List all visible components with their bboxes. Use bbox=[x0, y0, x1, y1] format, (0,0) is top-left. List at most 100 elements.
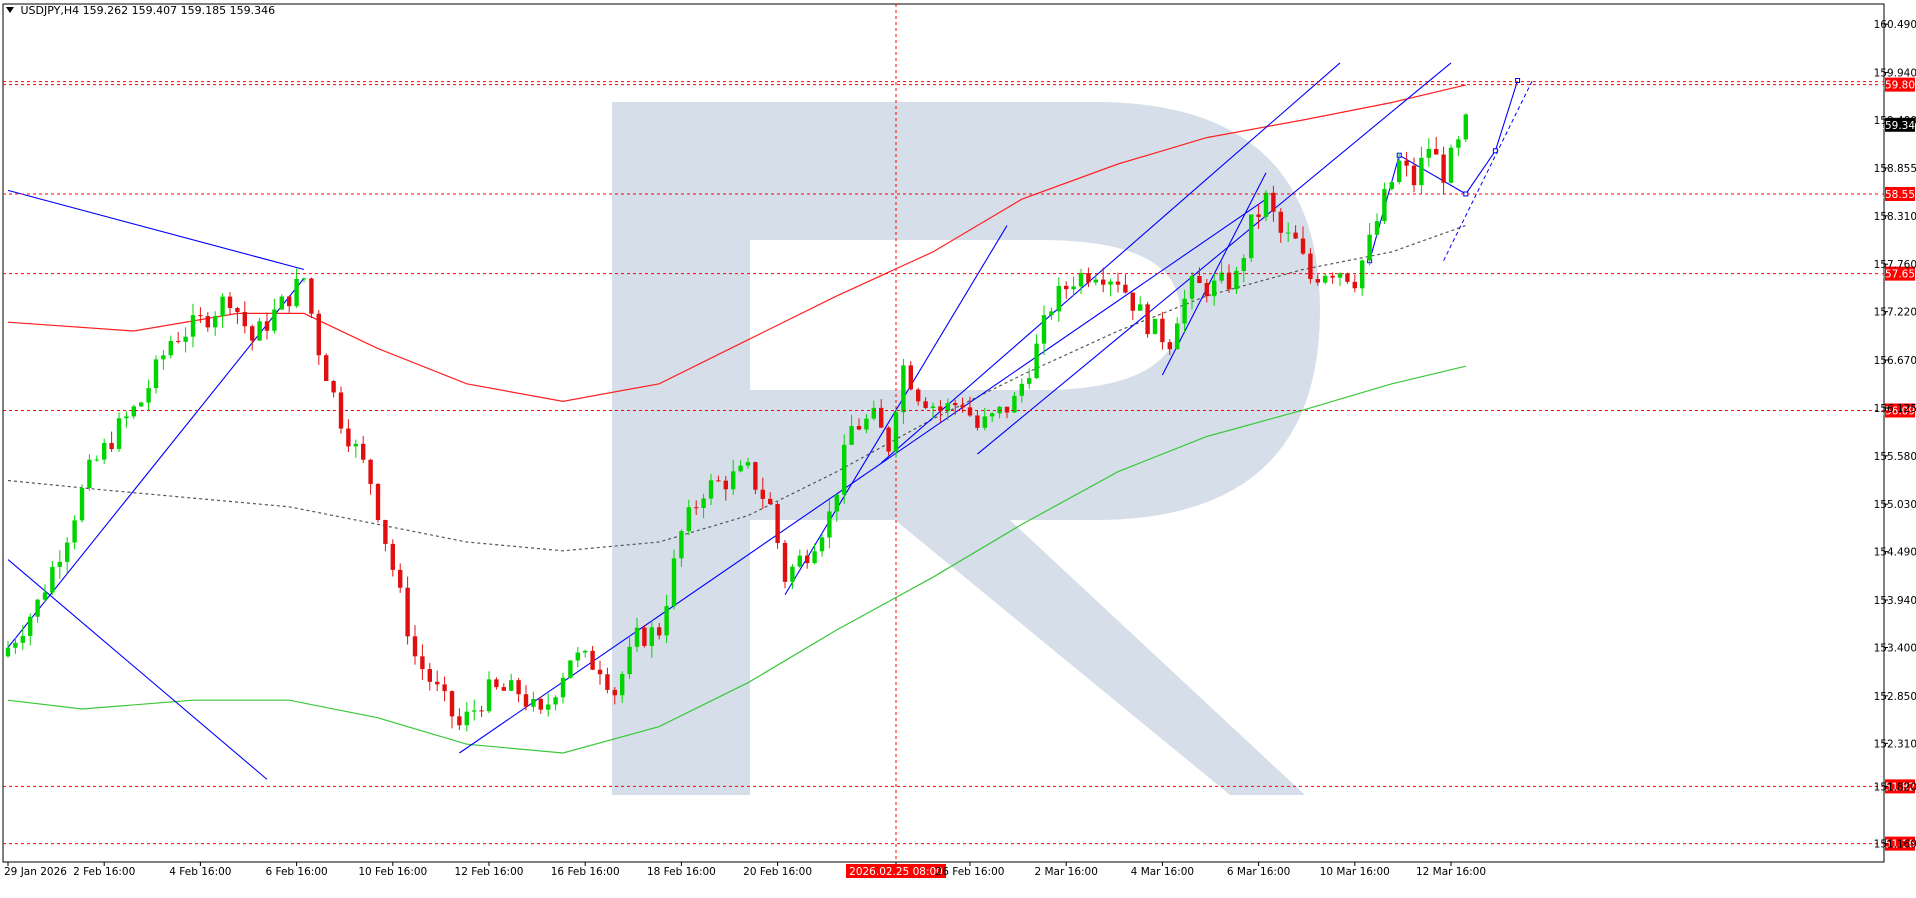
candle-body bbox=[161, 355, 166, 360]
candle-body bbox=[131, 406, 136, 417]
candle-body bbox=[701, 498, 706, 508]
candle-body bbox=[390, 543, 395, 570]
candle-body bbox=[901, 365, 906, 413]
trendline-0[interactable] bbox=[7, 189, 305, 271]
trendline-2[interactable] bbox=[7, 277, 305, 648]
candle-body bbox=[1189, 276, 1195, 299]
candle-body bbox=[1071, 286, 1076, 290]
x-tick-label: 2 Mar 16:00 bbox=[1034, 866, 1097, 878]
trendline-5[interactable] bbox=[880, 62, 1341, 464]
price-levels[interactable]: 159.803 158.559 157.653 156.096 151.820 151.1… bbox=[3, 77, 1916, 851]
candle-body bbox=[479, 710, 484, 712]
candle-body bbox=[523, 694, 529, 707]
candle-body bbox=[760, 489, 765, 499]
candle-body bbox=[797, 555, 802, 567]
ohlc-readout: 159.262 159.407 159.185 159.346 bbox=[82, 4, 276, 17]
candle-body bbox=[346, 428, 351, 447]
candle-body bbox=[827, 511, 832, 538]
candle-body bbox=[960, 405, 965, 408]
current-price-bg bbox=[1885, 117, 1915, 132]
watermark-logo-icon bbox=[612, 102, 1320, 795]
candle-body bbox=[279, 296, 284, 310]
candle-body bbox=[1175, 323, 1180, 350]
candle-body bbox=[768, 498, 773, 505]
candle-body bbox=[146, 388, 151, 403]
candle-body bbox=[509, 680, 514, 691]
candle-body bbox=[116, 418, 122, 450]
candle-body bbox=[694, 507, 699, 509]
candle-body bbox=[967, 407, 973, 416]
candle-body bbox=[953, 402, 958, 406]
candle-body bbox=[1360, 260, 1365, 289]
candle-body bbox=[198, 315, 203, 317]
y-tick-label: 156.670 bbox=[1874, 355, 1916, 367]
candle-body bbox=[1278, 211, 1283, 233]
candle-body bbox=[612, 689, 617, 696]
candle-body bbox=[1404, 160, 1409, 166]
candle-body bbox=[20, 635, 25, 643]
candle-body bbox=[1101, 279, 1106, 285]
level-label-bg-2 bbox=[1885, 266, 1915, 281]
candle-body bbox=[1219, 272, 1224, 281]
candle-body bbox=[1226, 272, 1232, 290]
candle-body bbox=[65, 542, 70, 562]
candle-body bbox=[708, 480, 714, 499]
candle-body bbox=[28, 616, 33, 636]
candle-body bbox=[908, 365, 913, 390]
candle-body bbox=[301, 278, 307, 280]
candle-body bbox=[916, 389, 921, 402]
candle-body bbox=[176, 341, 181, 343]
candle-body bbox=[1456, 139, 1461, 148]
candle-body bbox=[242, 311, 247, 327]
candle-body bbox=[879, 407, 884, 428]
candle-body bbox=[87, 459, 92, 488]
candle-body bbox=[412, 636, 418, 657]
candle-body bbox=[501, 687, 506, 691]
candle-body bbox=[383, 520, 388, 544]
candle-body bbox=[213, 316, 218, 328]
candle-body bbox=[834, 494, 839, 512]
candle-body bbox=[494, 679, 499, 688]
candle-body bbox=[420, 656, 425, 670]
candle-body bbox=[205, 316, 210, 328]
trendline-1[interactable] bbox=[7, 559, 268, 780]
candle-body bbox=[1374, 221, 1380, 235]
candle-body bbox=[553, 697, 558, 705]
candle-body bbox=[753, 462, 758, 490]
ma-line-2 bbox=[7, 224, 1467, 552]
candle-body bbox=[775, 504, 780, 543]
candle-body bbox=[1108, 281, 1113, 285]
candle-body bbox=[597, 669, 603, 675]
forecast-channel[interactable] bbox=[1443, 80, 1533, 261]
candle-body bbox=[716, 480, 721, 482]
y-tick-label: 155.030 bbox=[1874, 499, 1916, 511]
y-tick-label: 156.125 bbox=[1874, 403, 1916, 415]
candle-body bbox=[620, 674, 625, 696]
candle-body bbox=[1093, 279, 1098, 283]
candle-body bbox=[442, 684, 447, 692]
crosshair-label-bg bbox=[846, 864, 946, 878]
candle-body bbox=[657, 627, 662, 636]
candle-body bbox=[1123, 284, 1128, 293]
x-tick-label: 18 Feb 16:00 bbox=[647, 866, 716, 878]
trendline-6[interactable] bbox=[977, 62, 1452, 455]
candle-body bbox=[745, 462, 751, 466]
candle-body bbox=[42, 592, 48, 600]
x-tick-label: 4 Feb 16:00 bbox=[169, 866, 231, 878]
candle-body bbox=[864, 418, 869, 430]
forecast-point-4[interactable] bbox=[1515, 77, 1521, 83]
level-label-bg-1 bbox=[1885, 186, 1915, 201]
x-tick-label: 29 Jan 2026 bbox=[4, 866, 67, 878]
level-label-bg-0 bbox=[1885, 77, 1915, 92]
dropdown-triangle-icon[interactable] bbox=[6, 7, 14, 13]
trendlines[interactable] bbox=[7, 62, 1533, 780]
candle-body bbox=[57, 561, 62, 567]
candle-body bbox=[1382, 189, 1387, 222]
candle-body bbox=[1411, 165, 1417, 186]
x-tick-label: 2 Feb 16:00 bbox=[73, 866, 135, 878]
candle-body bbox=[168, 341, 173, 356]
candle-body bbox=[1345, 273, 1350, 282]
candle-body bbox=[642, 627, 647, 646]
